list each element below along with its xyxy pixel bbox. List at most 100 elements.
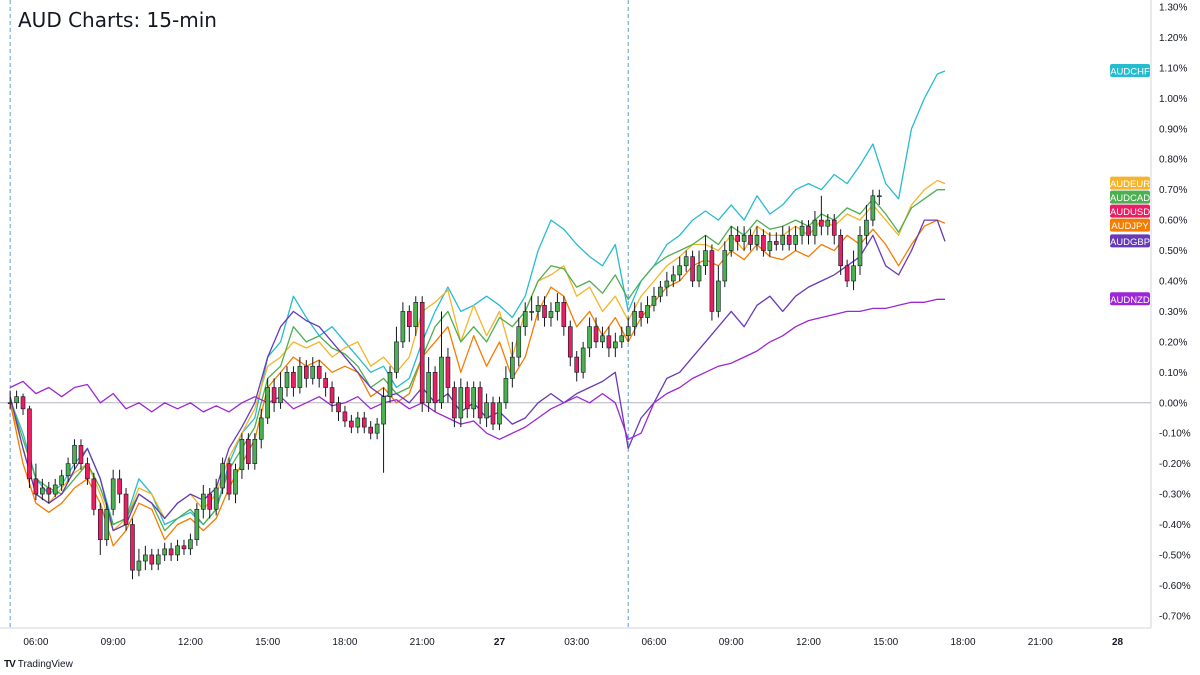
candle bbox=[426, 357, 431, 412]
candle-body bbox=[14, 396, 19, 404]
x-tick-label: 21:00 bbox=[410, 637, 435, 648]
candle-body bbox=[78, 445, 84, 464]
series-label-bg bbox=[1110, 204, 1150, 218]
candle bbox=[40, 478, 45, 501]
series-label-bg bbox=[1110, 218, 1150, 232]
series-label-audgbp: AUDGBP bbox=[1110, 234, 1150, 248]
candle-body bbox=[877, 195, 882, 198]
series-lines-layer bbox=[9, 70, 946, 547]
candle-body bbox=[638, 311, 644, 318]
candle bbox=[239, 433, 245, 479]
candle-body bbox=[220, 463, 225, 489]
series-label-bg bbox=[1110, 176, 1150, 190]
candle bbox=[310, 357, 316, 385]
candle-body bbox=[316, 365, 322, 379]
candle bbox=[65, 457, 71, 482]
series-label-text: AUDJPY bbox=[1111, 221, 1149, 232]
candle-body bbox=[503, 378, 509, 404]
x-tick-label: 12:00 bbox=[178, 637, 203, 648]
y-tick-label: 1.30% bbox=[1159, 3, 1187, 14]
candle bbox=[355, 411, 361, 434]
candle-body bbox=[683, 256, 689, 267]
candle bbox=[20, 393, 26, 415]
candle bbox=[831, 214, 837, 245]
x-tick-label: 28 bbox=[1112, 637, 1124, 648]
candle-body bbox=[419, 302, 425, 404]
candle bbox=[799, 220, 805, 245]
candle-body bbox=[7, 402, 13, 405]
candle-body bbox=[716, 280, 721, 312]
y-tick-label: -0.20% bbox=[1159, 459, 1191, 470]
candle-body bbox=[110, 478, 116, 510]
candle bbox=[683, 250, 689, 272]
candle-body bbox=[645, 305, 650, 318]
y-tick-label: -0.60% bbox=[1159, 581, 1191, 592]
candle bbox=[786, 226, 792, 251]
candle-body bbox=[213, 487, 219, 510]
candle-body bbox=[394, 341, 399, 373]
y-tick-label: 0.40% bbox=[1159, 276, 1187, 287]
candle bbox=[690, 250, 695, 288]
candle bbox=[175, 539, 180, 562]
candle-body bbox=[381, 396, 386, 425]
candle-body bbox=[123, 493, 129, 525]
series-label-text: AUDGBP bbox=[1110, 237, 1150, 248]
candle-body bbox=[72, 445, 77, 464]
candle bbox=[439, 311, 444, 409]
series-line-audcad bbox=[9, 189, 945, 532]
candle-body bbox=[819, 219, 824, 227]
candle bbox=[542, 296, 547, 327]
x-tick-label: 15:00 bbox=[255, 637, 280, 648]
candle-body bbox=[696, 265, 702, 282]
x-tick-label: 15:00 bbox=[873, 637, 898, 648]
candle bbox=[97, 503, 103, 555]
candle-body bbox=[291, 372, 296, 388]
candle-body bbox=[477, 387, 483, 419]
candle-body bbox=[567, 326, 573, 358]
candle bbox=[857, 226, 863, 275]
candle-body bbox=[831, 219, 837, 236]
candle-body bbox=[825, 219, 831, 227]
candle-body bbox=[748, 235, 753, 245]
candle bbox=[722, 241, 728, 288]
y-tick-label: 0.90% bbox=[1159, 124, 1187, 135]
series-labels: AUDCHF AUDEUR AUDCAD AUDUSD AUDJPY AUDGBP AUDN… bbox=[1110, 63, 1150, 306]
candle bbox=[716, 265, 721, 318]
tradingview-brand[interactable]: TV TradingView bbox=[4, 659, 73, 670]
candle-body bbox=[619, 335, 625, 343]
x-tick-label: 03:00 bbox=[564, 637, 589, 648]
candle-body bbox=[407, 311, 412, 327]
candle bbox=[632, 302, 637, 336]
candle bbox=[194, 503, 200, 546]
candle-body bbox=[548, 311, 554, 318]
candle bbox=[265, 378, 270, 425]
candle-body bbox=[735, 235, 740, 242]
candle-body bbox=[670, 274, 676, 282]
candle bbox=[14, 390, 19, 409]
candle-body bbox=[130, 524, 135, 571]
candle bbox=[394, 326, 399, 379]
candle-body bbox=[767, 241, 773, 251]
candle bbox=[136, 548, 142, 577]
y-tick-label: 0.80% bbox=[1159, 155, 1187, 166]
candle bbox=[574, 351, 580, 382]
candle bbox=[516, 317, 522, 367]
candle-body bbox=[606, 335, 612, 349]
candle-body bbox=[799, 225, 805, 236]
candle bbox=[600, 326, 605, 348]
y-tick-label: 1.00% bbox=[1159, 94, 1187, 105]
candle-body bbox=[490, 402, 496, 425]
y-tick-label: 0.60% bbox=[1159, 216, 1187, 227]
candle-body bbox=[741, 235, 747, 242]
candle bbox=[838, 229, 843, 275]
candle-body bbox=[207, 493, 213, 510]
candle bbox=[407, 305, 412, 342]
candle bbox=[452, 381, 457, 428]
candle-body bbox=[690, 256, 695, 282]
candle-body bbox=[342, 411, 348, 422]
candle bbox=[529, 296, 534, 321]
series-label-audusd: AUDUSD bbox=[1110, 204, 1150, 218]
candle-body bbox=[458, 387, 464, 419]
candle-body bbox=[728, 235, 734, 251]
